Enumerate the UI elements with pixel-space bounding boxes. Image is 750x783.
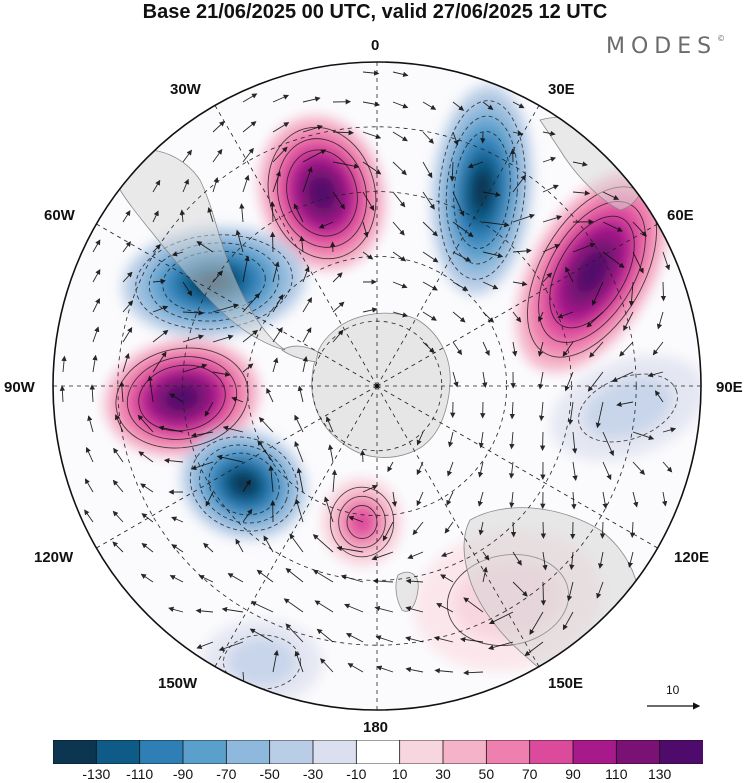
wind-vectors (59, 70, 677, 691)
negative-anomaly-center (202, 620, 322, 704)
negative-anomaly-center (551, 355, 701, 461)
colorbar-swatch (572, 740, 618, 764)
colorbar-tick-label: -50 (259, 766, 280, 782)
antarctic-peninsula (281, 345, 319, 363)
map-title: Base 21/06/2025 00 UTC, valid 27/06/2025… (142, 1, 608, 23)
colorbar-swatch (53, 740, 98, 764)
colorbar-tick-label: 70 (521, 766, 538, 782)
colorbar-tick-label: -110 (126, 766, 154, 782)
colorbar-swatch (529, 740, 574, 764)
reference-vector-arrow (647, 702, 701, 710)
colorbar-tick-label: 90 (565, 766, 581, 782)
colorbar-tick-label: 50 (478, 766, 495, 782)
brand-logo: MODES© (606, 34, 725, 59)
lon-label-60w: 60W (44, 207, 75, 224)
lon-label-30e: 30E (548, 81, 575, 98)
colorbar-swatch (399, 740, 444, 764)
positive-anomaly-center (516, 172, 668, 372)
antarctica-landmass (311, 312, 451, 458)
colorbar-swatch (355, 740, 401, 764)
colorbar-tick-label: -130 (82, 766, 111, 782)
reference-vector-label: 10 (666, 683, 680, 697)
colorbar-tick-label: 10 (391, 766, 408, 782)
colorbar-swatch (139, 740, 184, 764)
colorbar-swatch (312, 740, 358, 764)
colorbar-swatch (659, 740, 703, 764)
colorbar-swatch (442, 740, 488, 764)
colorbar-tick-label: 130 (647, 766, 672, 782)
positive-anomaly-center (104, 339, 260, 457)
lon-label-90w: 90W (4, 379, 35, 396)
new-zealand-landmass (395, 571, 419, 612)
lon-label-90e: 90E (716, 379, 743, 396)
colorbar-swatch (182, 740, 228, 764)
lon-label-30w: 30W (170, 81, 201, 98)
colorbar-swatch (269, 740, 314, 764)
south-america-landmass (109, 149, 286, 351)
colorbar-tick-label: 30 (435, 766, 451, 782)
colorbar-tick-label: -70 (216, 766, 237, 782)
lon-label-180: 180 (363, 719, 389, 736)
negative-anomaly-center (181, 428, 307, 540)
map-boundary (52, 61, 702, 711)
colorbar-tick-label: -90 (172, 766, 194, 782)
colorbar-tick-label: -30 (302, 766, 324, 782)
lon-label-0: 0 (371, 37, 380, 54)
colorbar-tick-label: 110 (605, 766, 628, 782)
colorbar-swatch (225, 740, 271, 764)
anomaly-field (53, 62, 701, 710)
colorbar-swatch (485, 740, 531, 764)
lon-label-120e: 120E (674, 549, 710, 566)
brand-text: MODES (606, 34, 718, 59)
colorbar (53, 740, 703, 764)
lon-label-120w: 120W (34, 549, 74, 566)
lon-label-150e: 150E (548, 675, 584, 692)
colorbar-swatch (615, 740, 661, 764)
lon-label-60e: 60E (667, 207, 694, 224)
colorbar-swatch (95, 740, 141, 764)
colorbar-tick-label: -10 (346, 766, 367, 782)
lon-label-150w: 150W (158, 675, 198, 692)
brand-copyright-mark: © (717, 34, 726, 43)
